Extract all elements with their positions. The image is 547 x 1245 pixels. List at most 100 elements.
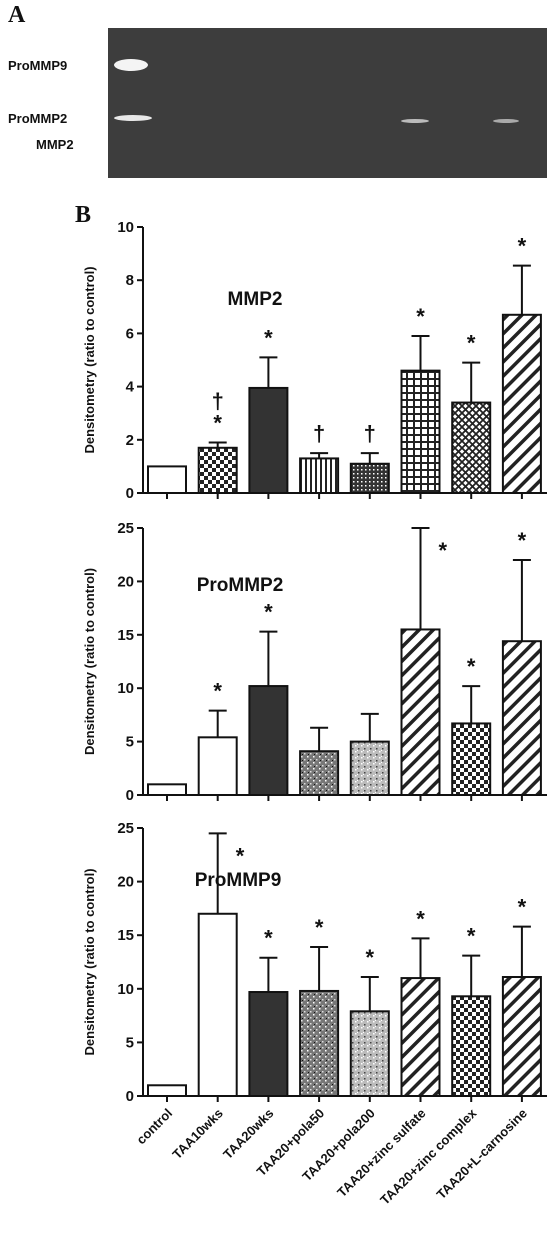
significance-marker: * bbox=[366, 945, 375, 970]
y-tick-label: 6 bbox=[126, 325, 134, 342]
error-bar bbox=[361, 714, 379, 742]
figure: A ProMMP9 ProMMP2 MMP2 B 0 2 4 6 8 10 Densitom… bbox=[0, 0, 547, 1245]
error-bar bbox=[412, 528, 430, 629]
y-tick-label: 4 bbox=[126, 379, 135, 396]
gel-band bbox=[114, 59, 148, 71]
x-tick-label: control bbox=[133, 1106, 175, 1148]
bar bbox=[402, 629, 440, 795]
error-bar bbox=[462, 363, 480, 403]
bar bbox=[300, 458, 338, 493]
bar bbox=[402, 978, 440, 1096]
error-bar bbox=[361, 453, 379, 464]
panel-label: B bbox=[75, 202, 91, 228]
bar bbox=[199, 914, 237, 1096]
error-bar bbox=[462, 956, 480, 997]
y-tick-label: 2 bbox=[126, 432, 134, 449]
error-bar bbox=[513, 266, 531, 315]
gel-band bbox=[114, 115, 152, 121]
significance-marker: † bbox=[212, 388, 224, 413]
panel-label: A bbox=[8, 2, 26, 28]
bar bbox=[300, 751, 338, 795]
gel-band bbox=[493, 119, 519, 123]
significance-marker: * bbox=[315, 915, 324, 940]
significance-marker: * bbox=[518, 528, 527, 553]
significance-marker: * bbox=[264, 325, 273, 350]
significance-marker: † bbox=[364, 421, 376, 446]
error-bar bbox=[259, 958, 277, 992]
error-bar bbox=[310, 947, 328, 991]
y-axis-label: Densitometry (ratio to control) bbox=[82, 868, 97, 1055]
gel-label: ProMMP2 bbox=[8, 111, 67, 126]
error-bar bbox=[259, 632, 277, 686]
error-bar bbox=[310, 728, 328, 751]
significance-marker: * bbox=[264, 926, 273, 951]
y-tick-label: 15 bbox=[117, 927, 134, 944]
bar bbox=[351, 742, 389, 795]
y-tick-label: 0 bbox=[126, 485, 134, 502]
bar bbox=[402, 371, 440, 493]
x-tick-label: TAA20+zinc complex bbox=[377, 1105, 480, 1208]
error-bar bbox=[361, 977, 379, 1011]
chart-title: ProMMP2 bbox=[197, 575, 284, 596]
bar bbox=[300, 991, 338, 1096]
chart-title: ProMMP9 bbox=[195, 870, 282, 891]
significance-marker: * bbox=[518, 234, 527, 259]
gel-band bbox=[401, 119, 429, 123]
bar bbox=[148, 784, 186, 795]
gel-label: MMP2 bbox=[36, 137, 74, 152]
bar bbox=[199, 448, 237, 493]
y-tick-label: 20 bbox=[117, 573, 134, 590]
error-bar bbox=[513, 927, 531, 977]
page: A ProMMP9 ProMMP2 MMP2 B 0 2 4 6 8 10 Densitom… bbox=[0, 0, 547, 1245]
bar bbox=[351, 1011, 389, 1096]
significance-marker: * bbox=[518, 895, 527, 920]
bar bbox=[249, 992, 287, 1096]
y-tick-label: 10 bbox=[117, 981, 134, 998]
significance-marker: † bbox=[313, 421, 325, 446]
error-bar bbox=[462, 686, 480, 723]
bar bbox=[452, 403, 490, 493]
significance-marker: * bbox=[467, 331, 476, 356]
significance-marker: * bbox=[467, 654, 476, 679]
y-tick-label: 25 bbox=[117, 820, 134, 837]
bar bbox=[351, 464, 389, 493]
significance-marker: * bbox=[467, 924, 476, 949]
gel-label: ProMMP9 bbox=[8, 58, 67, 73]
y-tick-label: 5 bbox=[126, 1034, 134, 1051]
error-bar bbox=[412, 336, 430, 371]
error-bar bbox=[259, 357, 277, 388]
y-tick-label: 0 bbox=[126, 1088, 134, 1105]
bar bbox=[249, 686, 287, 795]
error-bar bbox=[412, 938, 430, 978]
y-tick-label: 25 bbox=[117, 520, 134, 537]
significance-marker: * bbox=[236, 843, 245, 868]
error-bar bbox=[209, 711, 227, 738]
y-axis-label: Densitometry (ratio to control) bbox=[82, 266, 97, 453]
bar bbox=[503, 977, 541, 1096]
significance-marker: * bbox=[213, 410, 222, 435]
significance-marker: * bbox=[264, 600, 273, 625]
bar bbox=[452, 723, 490, 795]
bar bbox=[503, 641, 541, 795]
y-tick-label: 10 bbox=[117, 219, 134, 236]
bar bbox=[503, 315, 541, 493]
significance-marker: * bbox=[416, 304, 425, 329]
y-tick-label: 5 bbox=[126, 734, 134, 751]
x-tick-label: TAA20+L-carnosine bbox=[434, 1106, 531, 1203]
y-axis-label: Densitometry (ratio to control) bbox=[82, 568, 97, 755]
bar bbox=[249, 388, 287, 493]
significance-marker: * bbox=[416, 906, 425, 931]
gel-image bbox=[108, 28, 547, 178]
y-tick-label: 15 bbox=[117, 627, 134, 644]
y-tick-label: 0 bbox=[126, 787, 134, 804]
significance-marker: * bbox=[439, 538, 448, 563]
bar bbox=[148, 1085, 186, 1096]
bar bbox=[148, 466, 186, 493]
y-tick-label: 8 bbox=[126, 272, 134, 289]
x-tick-label: TAA10wks bbox=[169, 1106, 225, 1162]
y-tick-label: 10 bbox=[117, 680, 134, 697]
error-bar bbox=[513, 560, 531, 641]
bar bbox=[452, 996, 490, 1096]
chart-title: MMP2 bbox=[228, 289, 283, 310]
significance-marker: * bbox=[213, 679, 222, 704]
